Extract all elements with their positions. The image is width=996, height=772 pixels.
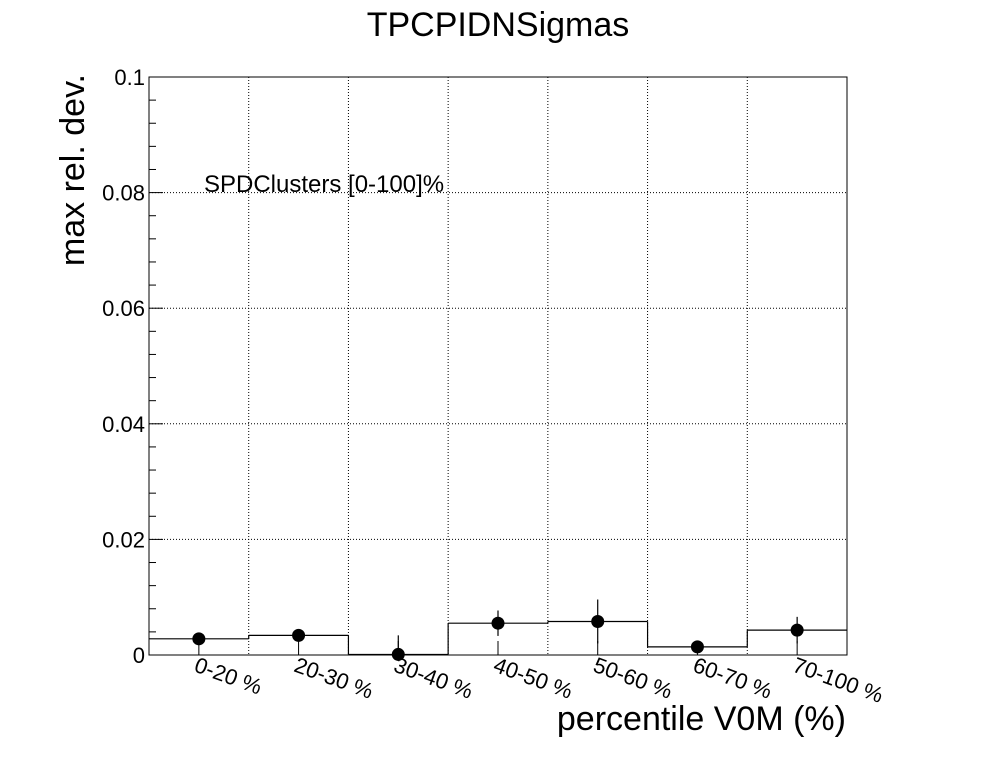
- annotation-text: SPDClusters [0-100]%: [204, 171, 444, 198]
- y-tick-label: 0.08: [102, 181, 145, 206]
- x-tick-label: 20-30 %: [291, 652, 377, 704]
- y-tick-label: 0.1: [114, 65, 145, 90]
- data-point: [292, 628, 306, 642]
- x-tick-label: 30-40 %: [391, 652, 477, 704]
- data-point: [790, 623, 804, 637]
- x-tick-label: 50-60 %: [590, 652, 676, 704]
- chart-title: TPCPIDNSigmas: [367, 6, 630, 44]
- x-axis-title: percentile V0M (%): [557, 700, 846, 738]
- y-tick-label: 0.04: [102, 412, 145, 437]
- x-tick-label: 0-20 %: [191, 652, 265, 699]
- data-point: [192, 632, 206, 646]
- y-axis-title: max rel. dev.: [54, 74, 92, 266]
- y-axis: 0 0.02 0.04 0.06 0.08 0.1: [102, 65, 163, 668]
- y-tick-label: 0.06: [102, 296, 145, 321]
- data-point: [491, 616, 505, 630]
- x-tick-label: 40-50 %: [490, 652, 576, 704]
- x-axis: 0-20 % 20-30 % 30-40 % 40-50 % 50-60 % 60-70 …: [191, 641, 887, 708]
- y-tick-label: 0.02: [102, 527, 145, 552]
- y-tick-label: 0: [133, 643, 145, 668]
- data-point: [591, 614, 605, 628]
- grid: [149, 77, 847, 655]
- x-tick-label: 60-70 %: [690, 652, 776, 704]
- plot-frame: [148, 76, 848, 656]
